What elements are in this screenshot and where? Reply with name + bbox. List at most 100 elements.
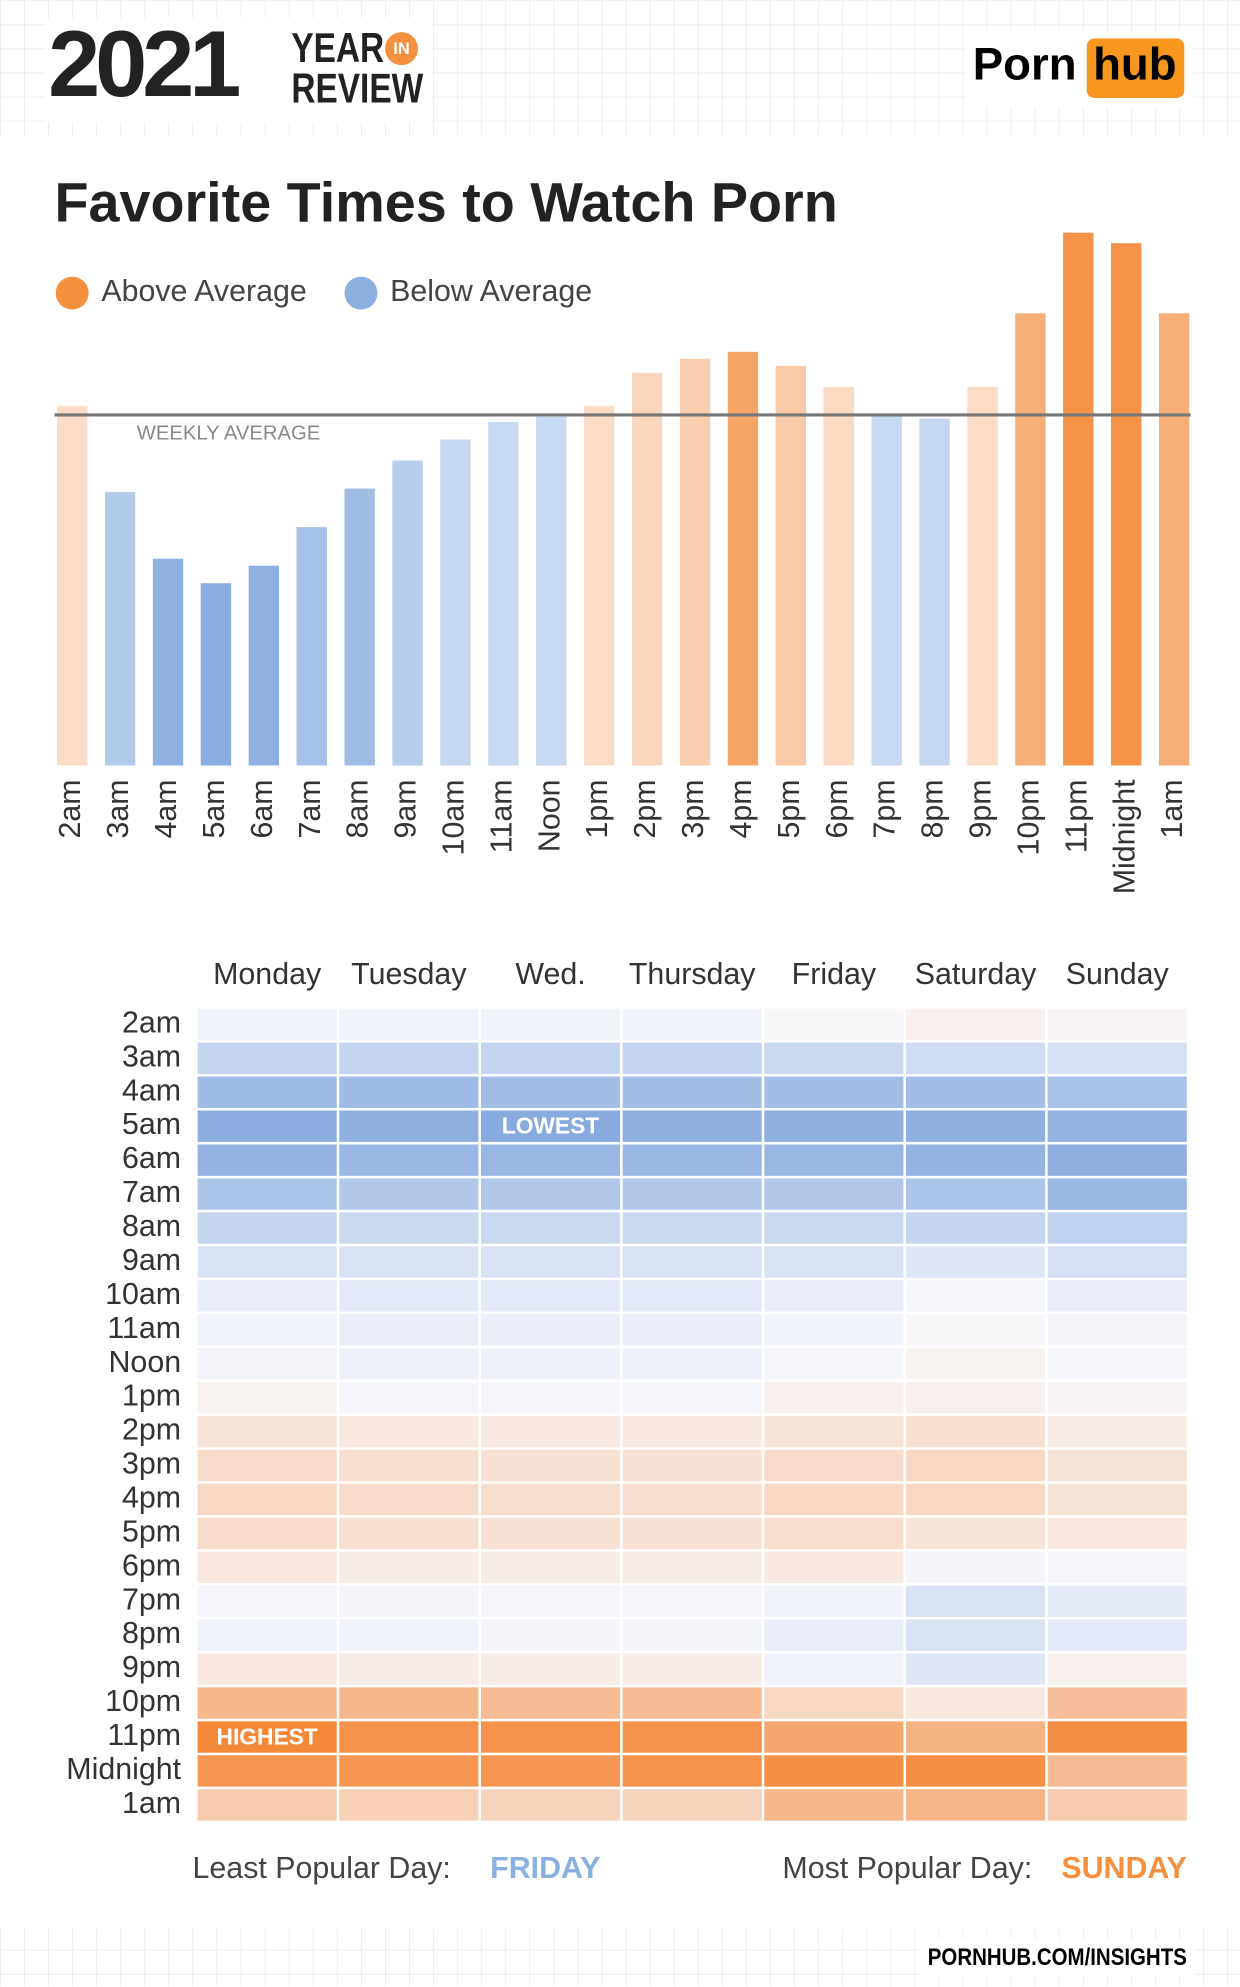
- heatmap-cell: [1047, 1381, 1187, 1414]
- heatmap-cell: [622, 1653, 762, 1685]
- heatmap-cell: [480, 1517, 621, 1550]
- heatmap-cell: [339, 1517, 479, 1550]
- heatmap-cell: [197, 1246, 337, 1278]
- heatmap-cell: [197, 1314, 337, 1346]
- least-label: Least Popular Day:: [193, 1851, 451, 1885]
- heatmap-cell: [622, 1585, 762, 1617]
- bar: [584, 406, 615, 766]
- heatmap-cell: [764, 1517, 904, 1550]
- heatmap-cell: [622, 1042, 762, 1075]
- x-tick-label: 4pm: [724, 779, 758, 838]
- heatmap-cell: [764, 1653, 904, 1685]
- heatmap-cell: [197, 1348, 337, 1380]
- heatmap-cell: [480, 1076, 621, 1108]
- legend-swatch: [344, 276, 378, 310]
- bar: [679, 358, 711, 766]
- heatmap-cell: [764, 1076, 904, 1108]
- heatmap-cell: [764, 1212, 904, 1244]
- x-tick-label: 10am: [437, 779, 471, 855]
- row-label: 8am: [122, 1209, 181, 1243]
- x-tick-label: 9am: [389, 779, 423, 838]
- x-tick-label: 7am: [293, 779, 327, 838]
- heatmap-cell: [764, 1008, 904, 1041]
- heatmap-cell: [622, 1551, 762, 1584]
- heatmap-cell: [622, 1619, 762, 1651]
- heatmap-cell: [905, 1483, 1046, 1516]
- bar: [919, 418, 950, 766]
- heatmap-cell: [197, 1381, 337, 1414]
- x-tick-label: 10pm: [1011, 779, 1045, 855]
- bar: [967, 386, 998, 766]
- heatmap-cell: [339, 1721, 479, 1753]
- heatmap-cell: [480, 1381, 621, 1414]
- heatmap-cell: [1047, 1178, 1187, 1210]
- heatmap-cell: [480, 1449, 621, 1482]
- heatmap-cell: [905, 1042, 1046, 1075]
- heatmap-cell: [905, 1755, 1046, 1787]
- heatmap-cell: [1047, 1653, 1187, 1685]
- x-tick-label: Noon: [532, 779, 566, 852]
- bar: [1063, 232, 1094, 766]
- heatmap-cell: [905, 1517, 1046, 1550]
- bar: [392, 460, 423, 766]
- heatmap-cell: [622, 1076, 762, 1108]
- most-label: Most Popular Day:: [782, 1851, 1032, 1885]
- heatmap-cell: [1047, 1483, 1187, 1516]
- heatmap-cell: [905, 1551, 1046, 1584]
- heatmap-cell: [1047, 1144, 1187, 1176]
- heatmap-cell: [480, 1314, 621, 1346]
- heatmap-cell: [622, 1517, 762, 1550]
- bar: [536, 416, 567, 766]
- heatmap-cell: [1047, 1551, 1187, 1584]
- heatmap-cell: [905, 1721, 1046, 1753]
- heatmap-cell: [480, 1144, 621, 1176]
- row-label: 6pm: [122, 1548, 181, 1582]
- heatmap-cell: [1047, 1110, 1187, 1142]
- heatmap-cell: [339, 1755, 479, 1787]
- legend-label: Below Average: [390, 274, 592, 308]
- heatmap-cell: [1047, 1076, 1187, 1108]
- heatmap-cell: [1047, 1280, 1187, 1312]
- x-tick-label: 8pm: [916, 779, 950, 838]
- heatmap-cell: [1047, 1314, 1187, 1346]
- heatmap-cell: [1047, 1008, 1187, 1041]
- legend-swatch: [55, 276, 89, 310]
- heatmap-cell: [764, 1755, 904, 1787]
- heatmap-cell: [622, 1483, 762, 1516]
- column-label: Friday: [792, 957, 877, 991]
- heatmap-cell: [339, 1789, 479, 1821]
- heatmap-cell: [905, 1449, 1046, 1482]
- heatmap-cell: [339, 1551, 479, 1584]
- x-tick-label: 6am: [245, 779, 279, 838]
- x-tick-label: 1pm: [580, 779, 614, 838]
- least-day: FRIDAY: [490, 1851, 600, 1885]
- row-label: 5am: [122, 1107, 181, 1141]
- bar: [56, 406, 88, 766]
- heatmap-cell: [764, 1619, 904, 1651]
- heatmap-cell: [622, 1212, 762, 1244]
- heatmap-cell: [764, 1687, 904, 1719]
- heatmap-cell: [480, 1585, 621, 1617]
- heatmap-cell: [480, 1280, 621, 1312]
- heatmap-cell: [622, 1178, 762, 1210]
- row-label: 10am: [105, 1277, 181, 1311]
- column-label: Sunday: [1066, 957, 1170, 991]
- heatmap-cell: [339, 1585, 479, 1617]
- heatmap-cell: [764, 1178, 904, 1210]
- row-label: 10pm: [105, 1684, 181, 1718]
- heatmap-cell: [905, 1687, 1046, 1719]
- heatmap-cell: [197, 1212, 337, 1244]
- heatmap-cell: [622, 1314, 762, 1346]
- heatmap-cell: [197, 1449, 337, 1482]
- bar: [344, 488, 375, 766]
- heatmap-cell: [1047, 1687, 1187, 1719]
- bar: [871, 416, 902, 766]
- heatmap-cell: [764, 1144, 904, 1176]
- x-tick-label: 1am: [1155, 779, 1189, 838]
- heatmap-cell: [905, 1653, 1046, 1685]
- heatmap-cell: [480, 1483, 621, 1516]
- heatmap-cell: [197, 1585, 337, 1617]
- heatmap-cell: [622, 1144, 762, 1176]
- heatmap-cell: [480, 1042, 621, 1075]
- x-tick-label: 2am: [53, 779, 87, 838]
